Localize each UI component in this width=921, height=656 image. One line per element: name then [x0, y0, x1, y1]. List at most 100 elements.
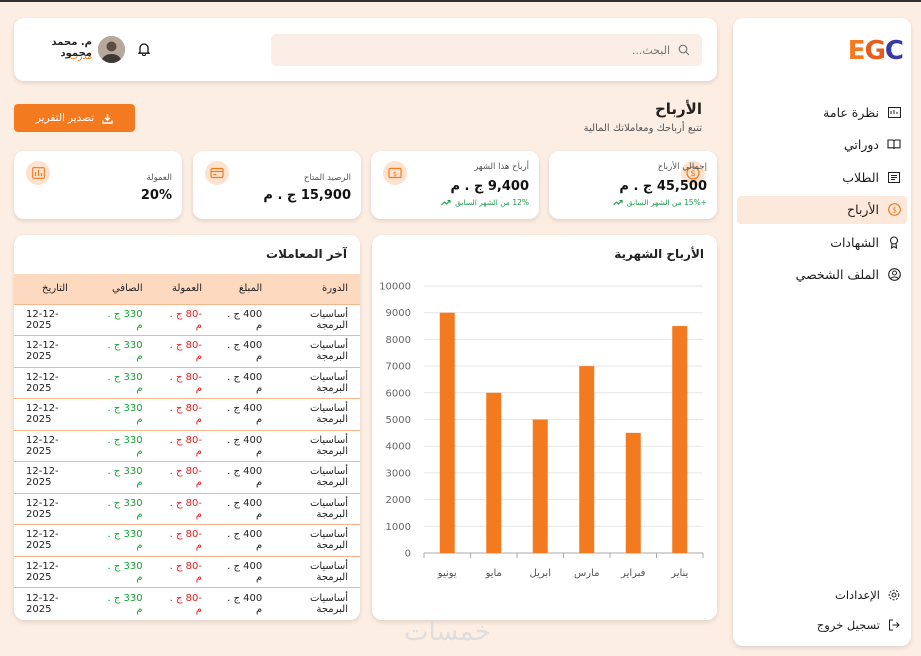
table-row[interactable]: أساسيات البرمجة 400 ج . م -80 ج . م 330 ج .…	[14, 335, 360, 367]
trend-text: 12% من الشهر السابق	[455, 198, 529, 207]
y-tick-label: 9000	[386, 308, 411, 319]
col-amount: المبلغ	[238, 283, 263, 295]
cell-course: أساسيات البرمجة	[272, 429, 360, 462]
bar[interactable]	[532, 419, 548, 554]
bar[interactable]	[672, 326, 688, 553]
stat-trend: +15% من الشهر السابق	[612, 198, 707, 207]
cell-course: أساسيات البرمجة	[272, 335, 360, 367]
search-box[interactable]	[271, 34, 702, 66]
user-role: مدرب	[69, 52, 92, 62]
sidebar-item-label: الأرباح	[847, 202, 879, 217]
cell-date: 12-12-2025	[14, 429, 91, 462]
stat-value: 9,400 ج . م	[450, 179, 529, 194]
settings-link[interactable]: الإعدادات	[741, 588, 901, 602]
trend-text: +15% من الشهر السابق	[626, 198, 707, 207]
cell-net: 330 ج . م	[90, 335, 153, 367]
svg-text:$: $	[393, 170, 397, 178]
cell-course: أساسيات البرمجة	[272, 492, 360, 525]
table-row[interactable]: أساسيات البرمجة 400 ج . م -80 ج . م 330 ج .…	[14, 303, 360, 336]
logout-label: تسجيل خروج	[816, 618, 880, 632]
cell-date: 12-12-2025	[14, 461, 91, 493]
svg-text:$: $	[690, 169, 695, 179]
cell-net: 330 ج . م	[90, 555, 153, 588]
x-tick-label: ابريل	[530, 568, 551, 579]
sidebar-item-label: الطلاب	[842, 169, 879, 185]
cell-amount: 400 ج . م	[211, 303, 273, 336]
y-tick-label: 10000	[379, 282, 411, 293]
cell-comm: -80 ج . م	[152, 335, 212, 367]
table-row[interactable]: أساسيات البرمجة 400 ج . م -80 ج . م 330 ج .…	[14, 524, 360, 556]
bar[interactable]	[625, 432, 641, 553]
wallet-icon	[205, 161, 229, 185]
stat-label: أرباح هذا الشهر	[474, 162, 529, 172]
cell-comm: -80 ج . م	[152, 398, 212, 430]
settings-label: الإعدادات	[835, 588, 880, 602]
x-tick-label: فبراير	[620, 568, 646, 579]
bar[interactable]	[579, 366, 595, 553]
y-tick-label: 8000	[386, 335, 411, 346]
cell-course: أساسيات البرمجة	[272, 555, 360, 588]
sidebar-item-overview[interactable]: نظرة عامة	[737, 98, 907, 126]
table-row[interactable]: أساسيات البرمجة 400 ج . م -80 ج . م 330 ج .…	[14, 555, 360, 588]
cell-amount: 400 ج . م	[211, 587, 273, 619]
sidebar-item-profile[interactable]: الملف الشخصي	[737, 261, 907, 289]
sidebar-item-courses[interactable]: دوراتي	[737, 131, 907, 159]
cell-comm: -80 ج . م	[152, 429, 212, 462]
trend-up-icon	[612, 199, 623, 206]
overview-icon	[887, 105, 901, 119]
dollar-icon: $	[681, 161, 705, 185]
bar[interactable]	[439, 312, 455, 553]
cell-net: 330 ج . م	[90, 587, 153, 619]
cell-comm: -80 ج . م	[152, 303, 212, 336]
cell-net: 330 ج . م	[90, 461, 153, 493]
cell-comm: -80 ج . م	[152, 492, 212, 525]
bar-chart-icon	[26, 161, 50, 185]
transactions-table: الدورة المبلغ العمولة الصافي التاريخ أسا…	[14, 274, 360, 619]
sidebar-item-students[interactable]: الطلاب	[737, 163, 907, 191]
monthly-earnings-chart: 0 1000 2000 3000 4000 5000 6000 7000 8000 9000 100…	[379, 282, 704, 579]
table-header-row: الدورة المبلغ العمولة الصافي التاريخ	[14, 274, 360, 304]
cell-net: 330 ج . م	[90, 524, 153, 556]
sidebar-item-certificates[interactable]: الشهادات	[737, 228, 907, 256]
search-icon	[678, 41, 690, 60]
avatar[interactable]	[98, 36, 125, 63]
sidebar-item-earnings[interactable]: $ الأرباح	[737, 195, 907, 224]
bar[interactable]	[486, 392, 502, 553]
x-tick-label: يونيو	[437, 568, 457, 579]
certificate-icon	[887, 235, 901, 249]
logo-e: E	[847, 36, 866, 66]
cell-course: أساسيات البرمجة	[272, 587, 360, 619]
col-commission: العمولة	[171, 283, 202, 295]
sidebar-nav: نظرة عامة دوراتي الطلاب $ الأرباح الشهاد…	[737, 98, 907, 293]
bell-icon[interactable]	[135, 40, 153, 58]
sidebar: EGC نظرة عامة دوراتي الطلاب $ الأرباح ال…	[733, 18, 911, 646]
page-subtitle: تتبع أرباحك ومعاملاتك المالية	[583, 123, 702, 134]
y-tick-label: 2000	[386, 495, 411, 506]
cell-amount: 400 ج . م	[211, 492, 273, 525]
logout-link[interactable]: تسجيل خروج	[741, 618, 901, 632]
stat-label: العمولة	[146, 173, 172, 183]
col-net: الصافي	[111, 283, 143, 295]
table-row[interactable]: أساسيات البرمجة 400 ج . م -80 ج . م 330 ج .…	[14, 366, 360, 399]
cell-amount: 400 ج . م	[211, 429, 273, 462]
cell-amount: 400 ج . م	[211, 461, 273, 493]
table-row[interactable]: أساسيات البرمجة 400 ج . م -80 ج . م 330 ج .…	[14, 587, 360, 619]
table-row[interactable]: أساسيات البرمجة 400 ج . م -80 ج . م 330 ج .…	[14, 398, 360, 430]
table-row[interactable]: أساسيات البرمجة 400 ج . م -80 ج . م 330 ج .…	[14, 461, 360, 493]
logout-icon	[887, 618, 901, 632]
table-row[interactable]: أساسيات البرمجة 400 ج . م -80 ج . م 330 ج .…	[14, 429, 360, 462]
cell-date: 12-12-2025	[14, 398, 91, 430]
table-row[interactable]: أساسيات البرمجة 400 ج . م -80 ج . م 330 ج .…	[14, 492, 360, 525]
search-input[interactable]	[290, 43, 670, 57]
stat-value: 15,900 ج . م	[263, 188, 351, 203]
sidebar-item-label: دوراتي	[843, 137, 879, 152]
cell-course: أساسيات البرمجة	[272, 461, 360, 493]
dollar-icon: $	[887, 203, 901, 217]
cell-date: 12-12-2025	[14, 335, 91, 367]
cell-comm: -80 ج . م	[152, 366, 212, 399]
cell-amount: 400 ج . م	[211, 366, 273, 399]
col-date: التاريخ	[42, 283, 68, 295]
sidebar-item-label: الشهادات	[830, 234, 879, 250]
cell-date: 12-12-2025	[14, 366, 91, 399]
export-report-button[interactable]: تصدير التقرير	[14, 104, 135, 132]
